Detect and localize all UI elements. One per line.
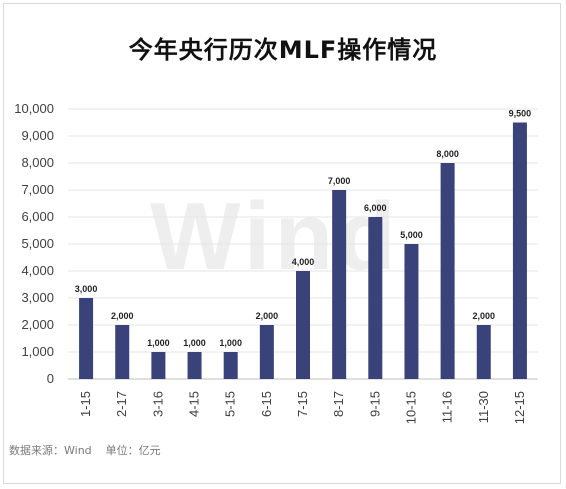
bar xyxy=(332,190,347,379)
bar xyxy=(296,271,310,379)
y-tick-label: 6,000 xyxy=(21,209,54,224)
y-tick-label: 8,000 xyxy=(21,155,54,170)
data-label: 1,000 xyxy=(219,338,242,348)
data-label: 2,000 xyxy=(256,311,279,321)
data-label: 3,000 xyxy=(75,284,98,294)
bar xyxy=(368,217,383,379)
x-tick-label: 1-15 xyxy=(78,391,93,417)
data-label: 8,000 xyxy=(436,149,459,159)
data-label: 2,000 xyxy=(473,311,496,321)
bar xyxy=(151,352,166,379)
x-tick-label: 6-15 xyxy=(259,391,274,417)
unit-note: 单位：亿元 xyxy=(105,444,161,457)
data-label: 7,000 xyxy=(328,176,351,186)
y-tick-label: 7,000 xyxy=(21,182,54,197)
data-label: 1,000 xyxy=(147,338,170,348)
bar xyxy=(79,298,94,379)
chart-title: 今年央行历次MLF操作情况 xyxy=(128,36,438,64)
chart-footer: 数据来源：Wind 单位：亿元 xyxy=(9,442,161,458)
x-tick-label: 2-17 xyxy=(114,391,129,417)
bar xyxy=(476,325,491,379)
x-tick-label: 12-15 xyxy=(512,391,527,424)
data-label: 6,000 xyxy=(364,203,387,213)
data-label: 2,000 xyxy=(111,311,134,321)
data-label: 5,000 xyxy=(400,230,423,240)
bar xyxy=(223,352,238,379)
data-label: 1,000 xyxy=(183,338,206,348)
data-label: 4,000 xyxy=(292,257,315,267)
y-tick-label: 1,000 xyxy=(21,344,54,359)
y-tick-label: 0 xyxy=(47,371,54,386)
x-tick-label: 11-16 xyxy=(440,391,455,423)
x-tick-label: 8-17 xyxy=(331,391,346,417)
bar xyxy=(512,122,527,379)
x-tick-label: 3-16 xyxy=(150,391,165,417)
bar xyxy=(404,244,419,379)
x-tick-label: 11-30 xyxy=(476,391,491,423)
bar xyxy=(259,325,274,379)
source-note: 数据来源：Wind xyxy=(9,444,92,457)
bar xyxy=(115,325,130,379)
bar xyxy=(187,352,202,379)
y-tick-label: 10,000 xyxy=(14,101,54,116)
y-tick-label: 5,000 xyxy=(21,236,54,251)
x-tick-label: 9-15 xyxy=(367,391,382,417)
y-tick-label: 3,000 xyxy=(21,290,54,305)
x-tick-label: 7-15 xyxy=(295,391,310,417)
y-tick-label: 4,000 xyxy=(21,263,54,278)
bar xyxy=(440,163,455,379)
y-tick-label: 9,000 xyxy=(21,128,54,143)
y-tick-label: 2,000 xyxy=(21,317,54,332)
data-label: 9,500 xyxy=(509,109,532,119)
x-tick-label: 10-15 xyxy=(403,391,418,424)
x-tick-label: 4-15 xyxy=(187,391,202,417)
x-tick-label: 5-15 xyxy=(223,391,238,417)
